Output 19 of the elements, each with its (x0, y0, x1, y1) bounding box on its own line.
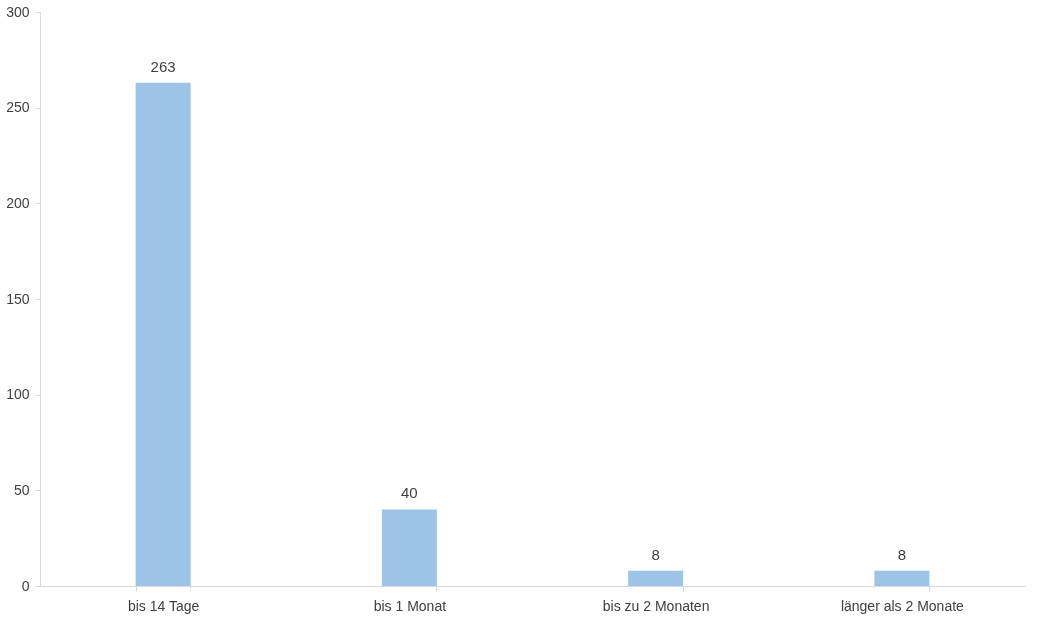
x-tick-label: länger als 2 Monate (840, 597, 965, 614)
data-label: 8 (651, 545, 660, 563)
y-tick-label: 250 (6, 99, 30, 116)
bar (381, 509, 437, 586)
data-label: 8 (897, 545, 907, 563)
bar (874, 570, 930, 586)
y-tick-label: 200 (6, 194, 30, 211)
data-label: 263 (150, 57, 176, 75)
y-tick-label: 150 (6, 290, 30, 307)
x-tick-label: bis 1 Monat (373, 597, 447, 614)
data-label: 40 (401, 484, 418, 502)
x-tick-label: bis 14 Tage (127, 597, 200, 614)
y-tick-label: 0 (21, 577, 30, 594)
x-tick-label: bis zu 2 Monaten (602, 597, 710, 614)
bar (628, 570, 684, 586)
y-tick-label: 100 (6, 386, 30, 403)
y-tick-label: 50 (13, 481, 30, 498)
y-tick-label: 300 (6, 3, 30, 20)
bar (135, 82, 191, 586)
